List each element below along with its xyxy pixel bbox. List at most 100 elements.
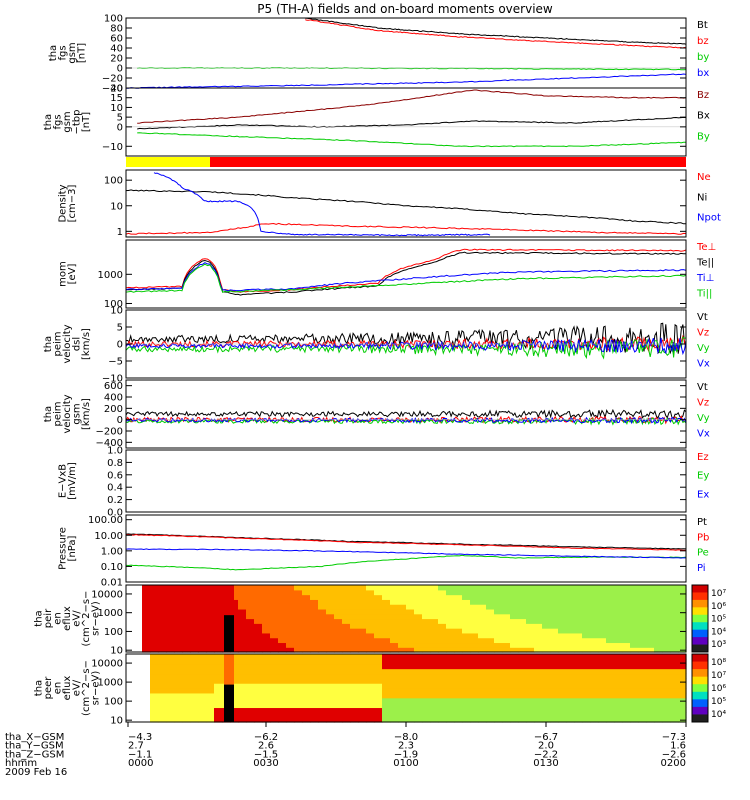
heatmap-cell xyxy=(590,683,599,689)
heatmap-cell xyxy=(438,585,447,591)
x-row-value: −1.1 xyxy=(128,749,152,760)
colorbar-segment xyxy=(692,699,708,708)
heatmap-cell xyxy=(374,637,383,644)
y-axis-label: [km/s] xyxy=(81,328,92,360)
heatmap-cell xyxy=(230,632,239,639)
heatmap-cell xyxy=(358,712,367,718)
heatmap-cell xyxy=(502,647,511,653)
heatmap-cell xyxy=(198,647,207,653)
heatmap-cell xyxy=(350,717,359,723)
heatmap-cell xyxy=(638,688,647,694)
heatmap-cell xyxy=(678,594,687,600)
heatmap-cell xyxy=(254,702,263,709)
heatmap-cell xyxy=(302,673,311,679)
heatmap-cell xyxy=(158,589,167,596)
heatmap-cell xyxy=(278,594,287,600)
heatmap-cell xyxy=(318,712,327,718)
heatmap-cell xyxy=(582,599,591,605)
heatmap-cell xyxy=(574,604,583,610)
heatmap-cell xyxy=(446,663,455,670)
heatmap-cell xyxy=(286,642,295,648)
heatmap-cell xyxy=(398,599,407,605)
heatmap-cell xyxy=(590,608,599,615)
heatmap-cell xyxy=(318,688,327,694)
heatmap-cell xyxy=(590,618,599,624)
heatmap-cell xyxy=(638,599,647,605)
heatmap-cell xyxy=(454,707,463,713)
heatmap-cell xyxy=(446,628,455,634)
heatmap-cell xyxy=(382,637,391,644)
heatmap-cell xyxy=(174,642,183,648)
heatmap-cell xyxy=(646,632,655,639)
heatmap-cell xyxy=(414,678,423,684)
heatmap-cell xyxy=(294,717,303,723)
heatmap-cell xyxy=(398,628,407,634)
heatmap-cell xyxy=(294,654,303,660)
heatmap-cell xyxy=(398,692,407,699)
heatmap-cell xyxy=(358,654,367,660)
heatmap-cell xyxy=(486,623,495,629)
heatmap-cell xyxy=(374,585,383,591)
heatmap-cell xyxy=(566,599,575,605)
heatmap-cell xyxy=(558,637,567,644)
heatmap-cell xyxy=(246,707,255,713)
heatmap-cell xyxy=(230,654,239,660)
heatmap-cell xyxy=(478,717,487,723)
y-axis-label: Pressure xyxy=(57,527,68,570)
heatmap-cell xyxy=(622,712,631,718)
heatmap-cell xyxy=(470,673,479,679)
heatmap-cell xyxy=(542,637,551,644)
heatmap-cell xyxy=(574,632,583,639)
heatmap-cell xyxy=(254,623,263,629)
heatmap-cell xyxy=(278,683,287,689)
legend-Pi: Pi xyxy=(697,563,706,574)
heatmap-cell xyxy=(254,717,263,723)
heatmap-cell xyxy=(390,688,399,694)
heatmap-cell xyxy=(294,702,303,709)
heatmap-cell xyxy=(526,707,535,713)
heatmap-cell xyxy=(590,673,599,679)
heatmap-cell xyxy=(406,637,415,644)
heatmap-cell xyxy=(638,654,647,660)
heatmap-cell xyxy=(478,678,487,684)
heatmap-cell xyxy=(278,678,287,684)
heatmap-cell xyxy=(174,628,183,634)
heatmap-cell xyxy=(150,673,159,679)
heatmap-cell xyxy=(566,678,575,684)
heatmap-cell xyxy=(206,613,215,620)
heatmap-cell xyxy=(270,647,279,653)
heatmap-cell xyxy=(214,717,223,723)
heatmap-cell xyxy=(174,668,183,675)
heatmap-cell xyxy=(278,642,287,648)
heatmap-cell xyxy=(358,642,367,648)
heatmap-cell xyxy=(510,608,519,615)
heatmap-cell xyxy=(358,697,367,704)
heatmap-cell xyxy=(198,608,207,615)
heatmap-cell xyxy=(246,608,255,615)
heatmap-cell xyxy=(502,688,511,694)
heatmap-cell xyxy=(278,589,287,596)
heatmap-cell xyxy=(318,628,327,634)
heatmap-cell xyxy=(622,632,631,639)
heatmap-cell xyxy=(542,697,551,704)
heatmap-cell xyxy=(150,608,159,615)
heatmap-cell xyxy=(198,712,207,718)
heatmap-cell xyxy=(326,628,335,634)
heatmap-cell xyxy=(254,613,263,620)
heatmap-cell xyxy=(422,688,431,694)
heatmap-cell xyxy=(430,585,439,591)
heatmap-cell xyxy=(358,599,367,605)
heatmap-cell xyxy=(678,688,687,694)
y-tick-label: 0 xyxy=(117,415,123,426)
heatmap-cell xyxy=(214,658,223,665)
y-tick-label: −40 xyxy=(102,84,123,95)
heatmap-cell xyxy=(502,663,511,670)
heatmap-cell xyxy=(678,599,687,605)
heatmap-cell xyxy=(646,637,655,644)
legend-Te⊥: Te⊥ xyxy=(696,242,716,253)
heatmap-cell xyxy=(414,585,423,591)
heatmap-cell xyxy=(542,613,551,620)
heatmap-cell xyxy=(406,707,415,713)
heatmap-cell xyxy=(406,589,415,596)
heatmap-cell xyxy=(246,668,255,675)
